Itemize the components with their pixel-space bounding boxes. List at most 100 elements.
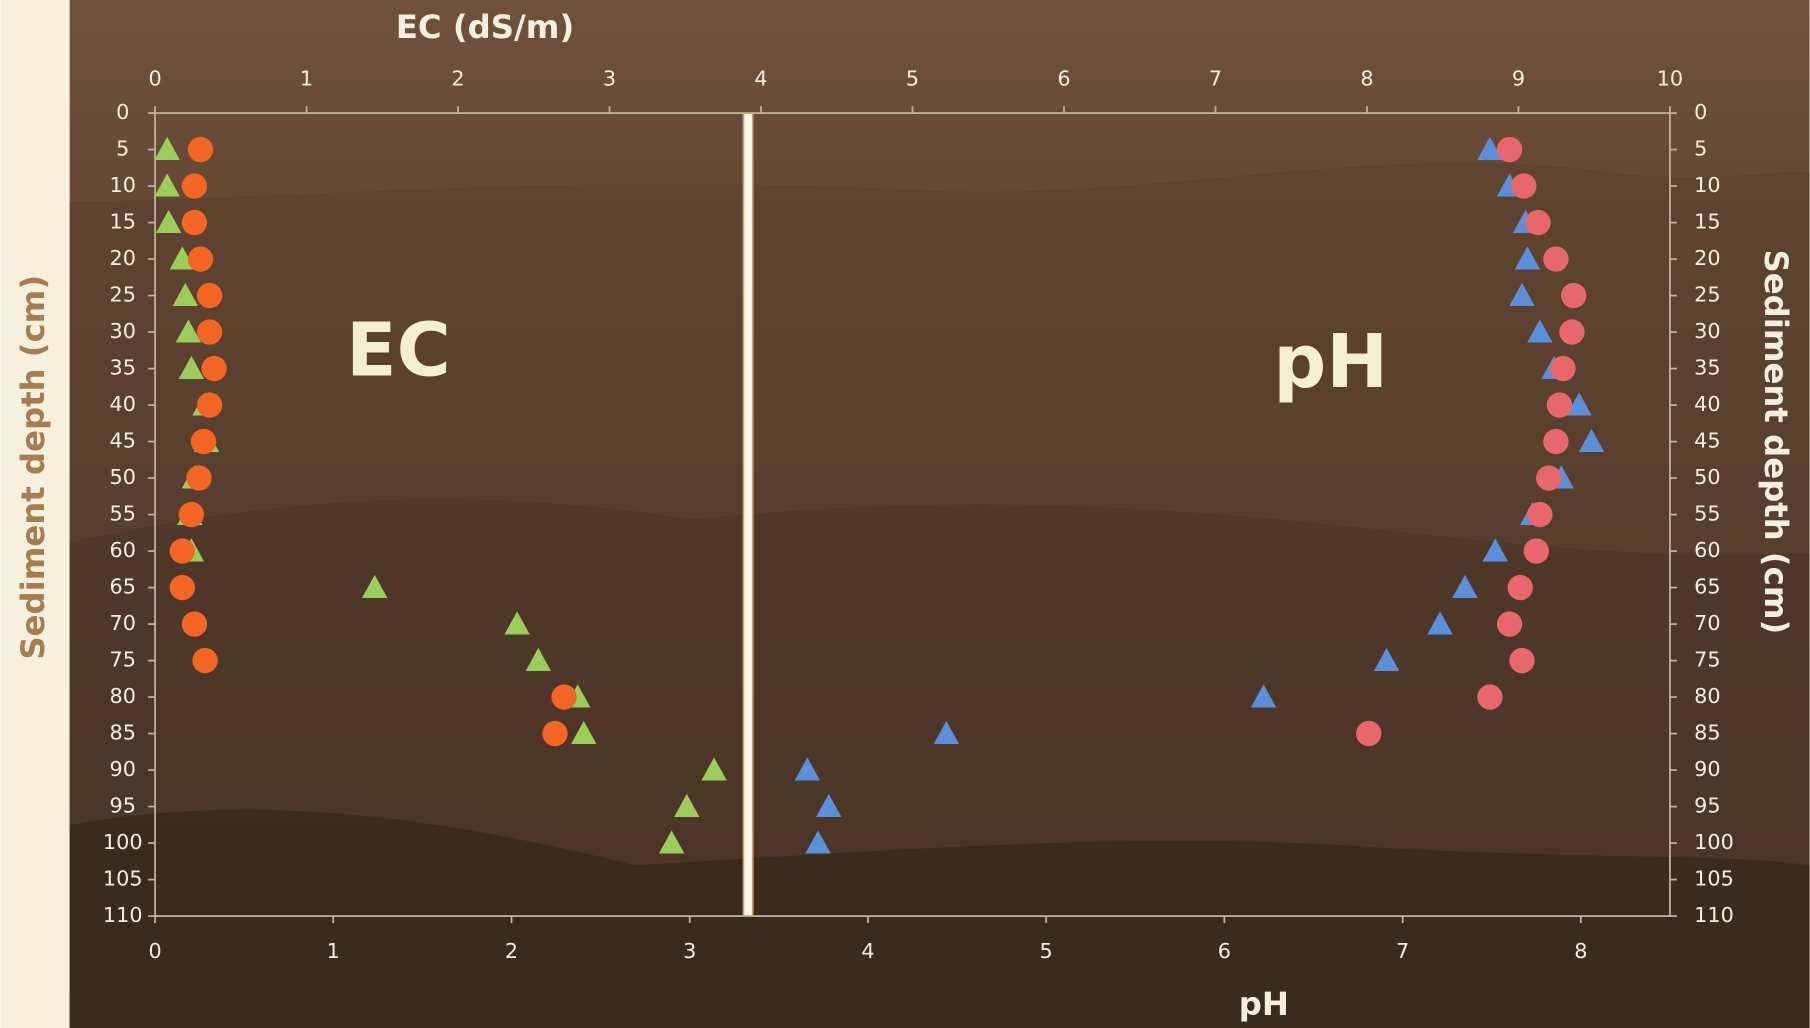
x2-tick-label: 10 — [1657, 67, 1683, 91]
point — [551, 684, 576, 709]
point — [192, 648, 217, 673]
x2-tick-label: 1 — [300, 67, 313, 91]
annotation: EC — [346, 307, 451, 393]
y2-tick-label: 15 — [1694, 210, 1720, 234]
y-axis-title: Sediment depth (cm) — [14, 275, 52, 660]
y-tick-label: 80 — [110, 684, 136, 708]
x-tick-label: 4 — [861, 939, 874, 963]
point — [188, 246, 213, 271]
point — [1356, 721, 1381, 746]
point — [182, 173, 207, 198]
x-tick-label: 3 — [683, 939, 696, 963]
y2-tick-label: 95 — [1694, 794, 1720, 818]
x2-tick-label: 8 — [1360, 67, 1373, 91]
y-tick-label: 95 — [110, 794, 136, 818]
annotation: pH — [1273, 319, 1388, 405]
point — [542, 721, 567, 746]
point — [197, 283, 222, 308]
y2-tick-label: 110 — [1694, 903, 1734, 927]
y-tick-label: 50 — [110, 465, 136, 489]
y-tick-label: 30 — [110, 319, 136, 343]
y-tick-label: 60 — [110, 538, 136, 562]
point — [182, 210, 207, 235]
point — [1497, 611, 1522, 636]
point — [1550, 356, 1575, 381]
point — [197, 319, 222, 344]
x2-tick-label: 7 — [1209, 67, 1222, 91]
y2-tick-label: 80 — [1694, 684, 1720, 708]
y2-tick-label: 5 — [1694, 137, 1707, 161]
x-tick-label: 0 — [148, 939, 161, 963]
x-tick-label: 1 — [327, 939, 340, 963]
point — [1547, 392, 1572, 417]
x2-tick-label: 0 — [148, 67, 161, 91]
point — [182, 611, 207, 636]
y2-tick-label: 10 — [1694, 173, 1720, 197]
x2-axis-title: EC (dS/m) — [396, 8, 574, 46]
x-tick-label: 2 — [505, 939, 518, 963]
y-tick-label: 85 — [110, 721, 136, 745]
y-tick-label: 45 — [110, 429, 136, 453]
point — [170, 575, 195, 600]
point — [1477, 684, 1502, 709]
x-tick-label: 7 — [1396, 939, 1409, 963]
y-tick-label: 5 — [116, 137, 129, 161]
point — [1561, 283, 1586, 308]
point — [1509, 648, 1534, 673]
y2-axis-title: Sediment depth (cm) — [1757, 250, 1795, 635]
x-axis-title: pH — [1239, 985, 1289, 1023]
chart: EC (dS/m) pH Sediment depth (cm) Sedimen… — [0, 0, 1810, 1028]
point — [197, 392, 222, 417]
y2-tick-label: 100 — [1694, 830, 1734, 854]
y-tick-label: 75 — [110, 648, 136, 672]
y-tick-label: 55 — [110, 502, 136, 526]
y2-tick-label: 105 — [1694, 867, 1734, 891]
y2-tick-label: 50 — [1694, 465, 1720, 489]
point — [1508, 575, 1533, 600]
x-tick-label: 5 — [1040, 939, 1053, 963]
y2-tick-label: 0 — [1694, 100, 1707, 124]
point — [1524, 538, 1549, 563]
y2-tick-label: 35 — [1694, 356, 1720, 380]
point — [191, 429, 216, 454]
divider — [743, 113, 752, 916]
point — [1543, 246, 1568, 271]
y-tick-label: 0 — [116, 100, 129, 124]
y2-tick-label: 60 — [1694, 538, 1720, 562]
point — [1527, 502, 1552, 527]
y2-tick-label: 90 — [1694, 757, 1720, 781]
point — [188, 137, 213, 162]
point — [201, 356, 226, 381]
y2-tick-label: 65 — [1694, 575, 1720, 599]
y-tick-label: 70 — [110, 611, 136, 635]
y-tick-label: 10 — [110, 173, 136, 197]
x2-tick-label: 4 — [754, 67, 767, 91]
y2-tick-label: 40 — [1694, 392, 1720, 416]
y2-tick-label: 30 — [1694, 319, 1720, 343]
point — [186, 465, 211, 490]
y2-tick-label: 85 — [1694, 721, 1720, 745]
y2-tick-label: 55 — [1694, 502, 1720, 526]
point — [1559, 319, 1584, 344]
y2-tick-label: 70 — [1694, 611, 1720, 635]
x2-tick-label: 3 — [603, 67, 616, 91]
point — [170, 538, 195, 563]
y2-tick-label: 20 — [1694, 246, 1720, 270]
y-tick-label: 90 — [110, 757, 136, 781]
x2-tick-label: 5 — [906, 67, 919, 91]
point — [1536, 465, 1561, 490]
y-tick-label: 35 — [110, 356, 136, 380]
x-tick-label: 6 — [1218, 939, 1231, 963]
y-tick-label: 110 — [103, 903, 143, 927]
y2-tick-label: 45 — [1694, 429, 1720, 453]
x2-tick-label: 9 — [1512, 67, 1525, 91]
x2-tick-label: 6 — [1057, 67, 1070, 91]
point — [1543, 429, 1568, 454]
y-tick-label: 100 — [103, 830, 143, 854]
y-tick-label: 65 — [110, 575, 136, 599]
y2-tick-label: 25 — [1694, 283, 1720, 307]
y-tick-label: 105 — [103, 867, 143, 891]
y-tick-label: 20 — [110, 246, 136, 270]
y-tick-label: 40 — [110, 392, 136, 416]
x-tick-label: 8 — [1574, 939, 1587, 963]
